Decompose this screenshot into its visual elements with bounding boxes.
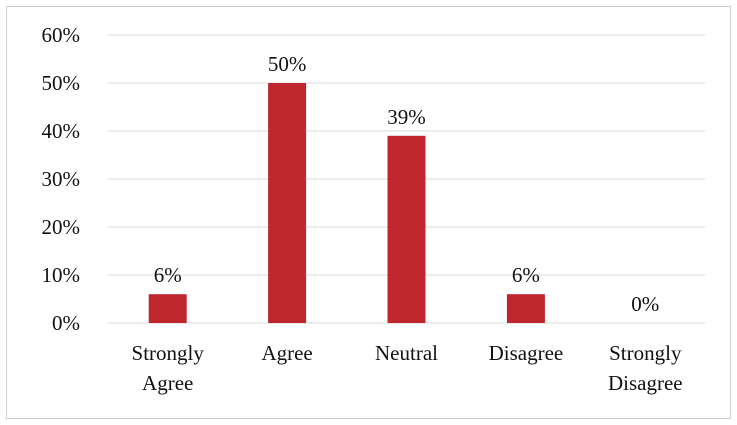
chart-frame (6, 6, 731, 419)
y-tick-label: 0% (52, 311, 80, 335)
x-category-label: Disagree (608, 371, 683, 395)
y-tick-label: 30% (42, 167, 81, 191)
data-label: 39% (387, 105, 426, 129)
x-category-label: Agree (261, 341, 312, 365)
data-label: 0% (631, 292, 659, 316)
x-category-label: Strongly (609, 341, 682, 365)
x-category-label: Strongly (132, 341, 205, 365)
y-tick-label: 50% (42, 71, 81, 95)
y-tick-label: 40% (42, 119, 81, 143)
bar (387, 135, 426, 323)
y-tick-label: 10% (42, 263, 81, 287)
data-label: 6% (512, 263, 540, 287)
x-category-label: Neutral (375, 341, 438, 365)
bar (268, 83, 307, 323)
bar (506, 294, 545, 323)
x-category-label: Disagree (489, 341, 564, 365)
y-tick-label: 20% (42, 215, 81, 239)
x-category-label: Agree (142, 371, 193, 395)
bar (148, 294, 187, 323)
data-label: 50% (268, 52, 307, 76)
data-label: 6% (154, 263, 182, 287)
y-tick-label: 60% (42, 23, 81, 47)
